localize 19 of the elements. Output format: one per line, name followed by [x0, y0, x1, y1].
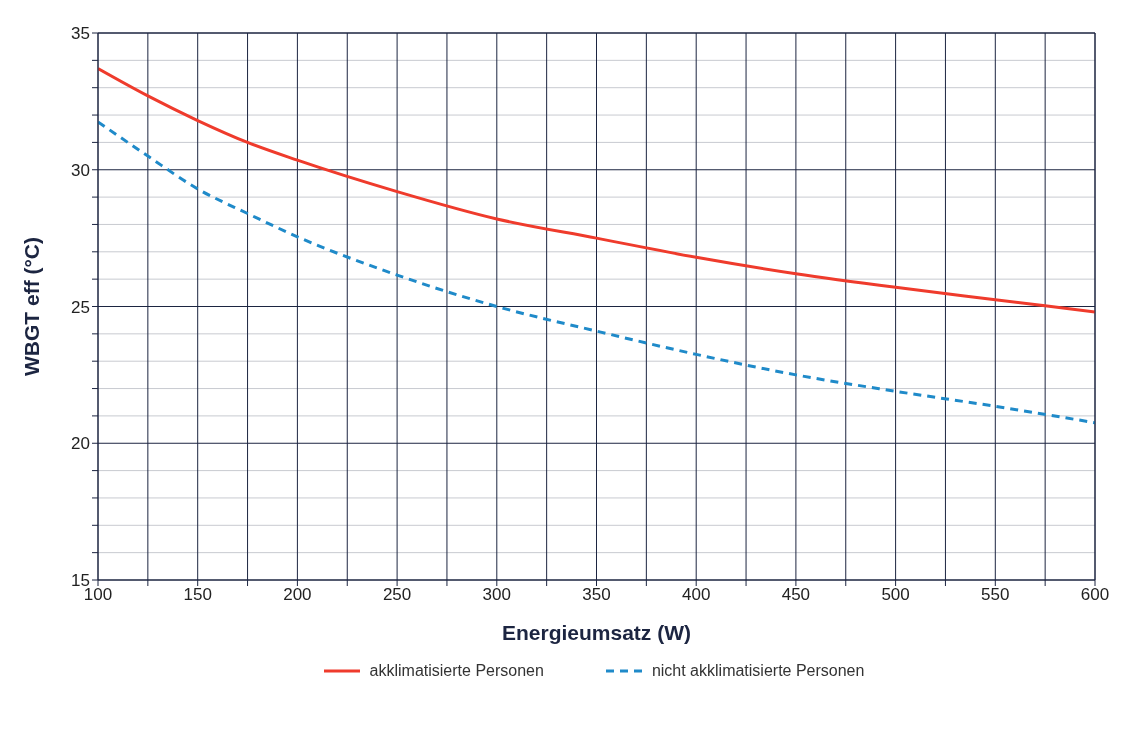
x-tick-label: 500 [881, 585, 910, 605]
y-tick-label: 20 [71, 434, 90, 454]
y-tick-label: 25 [71, 297, 90, 317]
y-axis-title: WBGT eff (°C) [20, 236, 44, 377]
x-tick-label: 250 [382, 585, 412, 605]
legend-label: nicht akklimatisierte Personen [651, 662, 865, 680]
x-axis-title: Energieumsatz (W) [501, 621, 692, 644]
x-tick-label: 300 [482, 585, 511, 605]
y-tick-label: 35 [71, 24, 90, 44]
x-tick-label: 150 [183, 585, 212, 605]
legend-label: akklimatisierte Personen [369, 662, 544, 680]
x-tick-label: 400 [682, 585, 711, 605]
x-tick-label: 550 [981, 585, 1010, 605]
x-tick-label: 450 [781, 585, 811, 605]
x-tick-label: 200 [283, 585, 312, 605]
y-tick-label: 30 [71, 160, 90, 180]
x-tick-label: 600 [1080, 585, 1110, 605]
x-tick-label: 100 [83, 585, 113, 605]
x-tick-label: 350 [582, 585, 611, 605]
